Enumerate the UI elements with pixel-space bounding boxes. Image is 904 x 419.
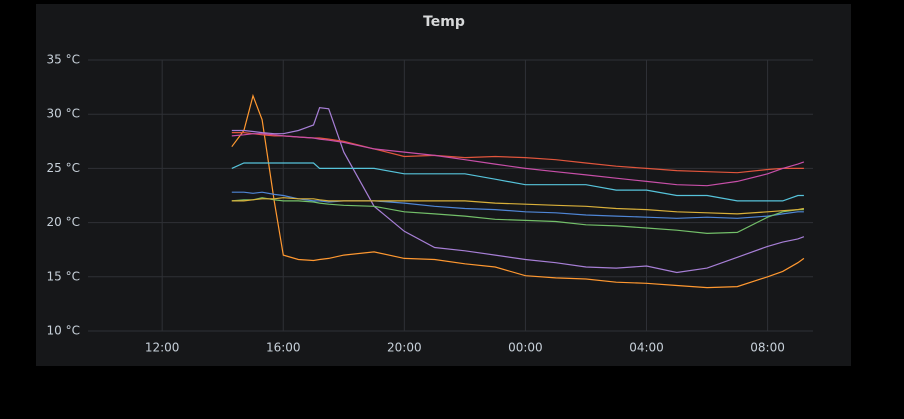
chart-title: Temp <box>423 14 465 30</box>
x-tick-label: 16:00 <box>266 341 301 355</box>
x-tick-label: 08:00 <box>750 341 785 355</box>
series-line <box>231 197 804 235</box>
y-tick-label: 15 °C <box>47 269 80 283</box>
y-tick-label: 25 °C <box>47 161 80 175</box>
series-line <box>231 93 805 289</box>
x-tick-label: 04:00 <box>629 341 664 355</box>
series-line <box>231 197 805 215</box>
x-tick-label: 00:00 <box>508 341 543 355</box>
series-line <box>231 162 804 202</box>
y-tick-label: 30 °C <box>47 107 80 121</box>
x-tick-label: 12:00 <box>145 341 180 355</box>
x-tick-label: 20:00 <box>387 341 422 355</box>
series-line <box>231 133 805 187</box>
y-tick-label: 10 °C <box>47 324 80 338</box>
y-tick-label: 20 °C <box>47 215 80 229</box>
y-tick-label: 35 °C <box>47 53 80 67</box>
series-line <box>231 107 805 274</box>
panel <box>36 4 851 366</box>
series-line <box>231 191 804 219</box>
